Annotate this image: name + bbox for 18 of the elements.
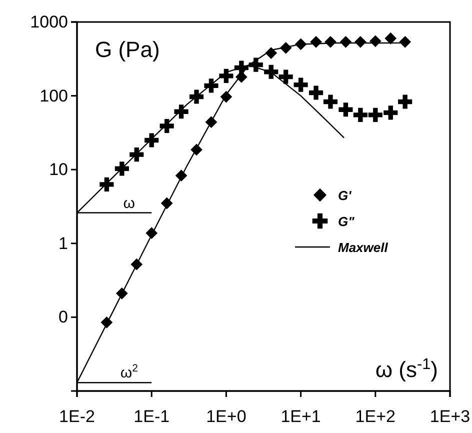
y-tick-label: 10 xyxy=(49,160,68,180)
legend-label: G' xyxy=(338,188,352,203)
x-tick-label: 1E+3 xyxy=(430,407,470,426)
annotation: ω$^{2}$ xyxy=(120,362,138,382)
legend-label: Maxwell xyxy=(338,240,388,255)
y-tick-label: 1 xyxy=(58,234,68,253)
y-tick-label: 1000 xyxy=(30,12,68,32)
legend-label: G" xyxy=(338,214,356,229)
y-axis-title: G (Pa) xyxy=(95,37,160,62)
x-tick-label: 1E-2 xyxy=(59,407,95,426)
x-tick-label: 1E-1 xyxy=(134,407,170,426)
x-axis-title: ω (s$^{-1}$) xyxy=(375,356,438,382)
x-tick-label: 1E+2 xyxy=(355,407,396,426)
x-tick-label: 1E+1 xyxy=(280,407,321,426)
y-tick-label: 0 xyxy=(58,308,68,327)
x-tick-label: 1E+0 xyxy=(206,407,246,426)
y-tick-label: 100 xyxy=(40,86,68,106)
annotation: ω xyxy=(123,194,136,212)
